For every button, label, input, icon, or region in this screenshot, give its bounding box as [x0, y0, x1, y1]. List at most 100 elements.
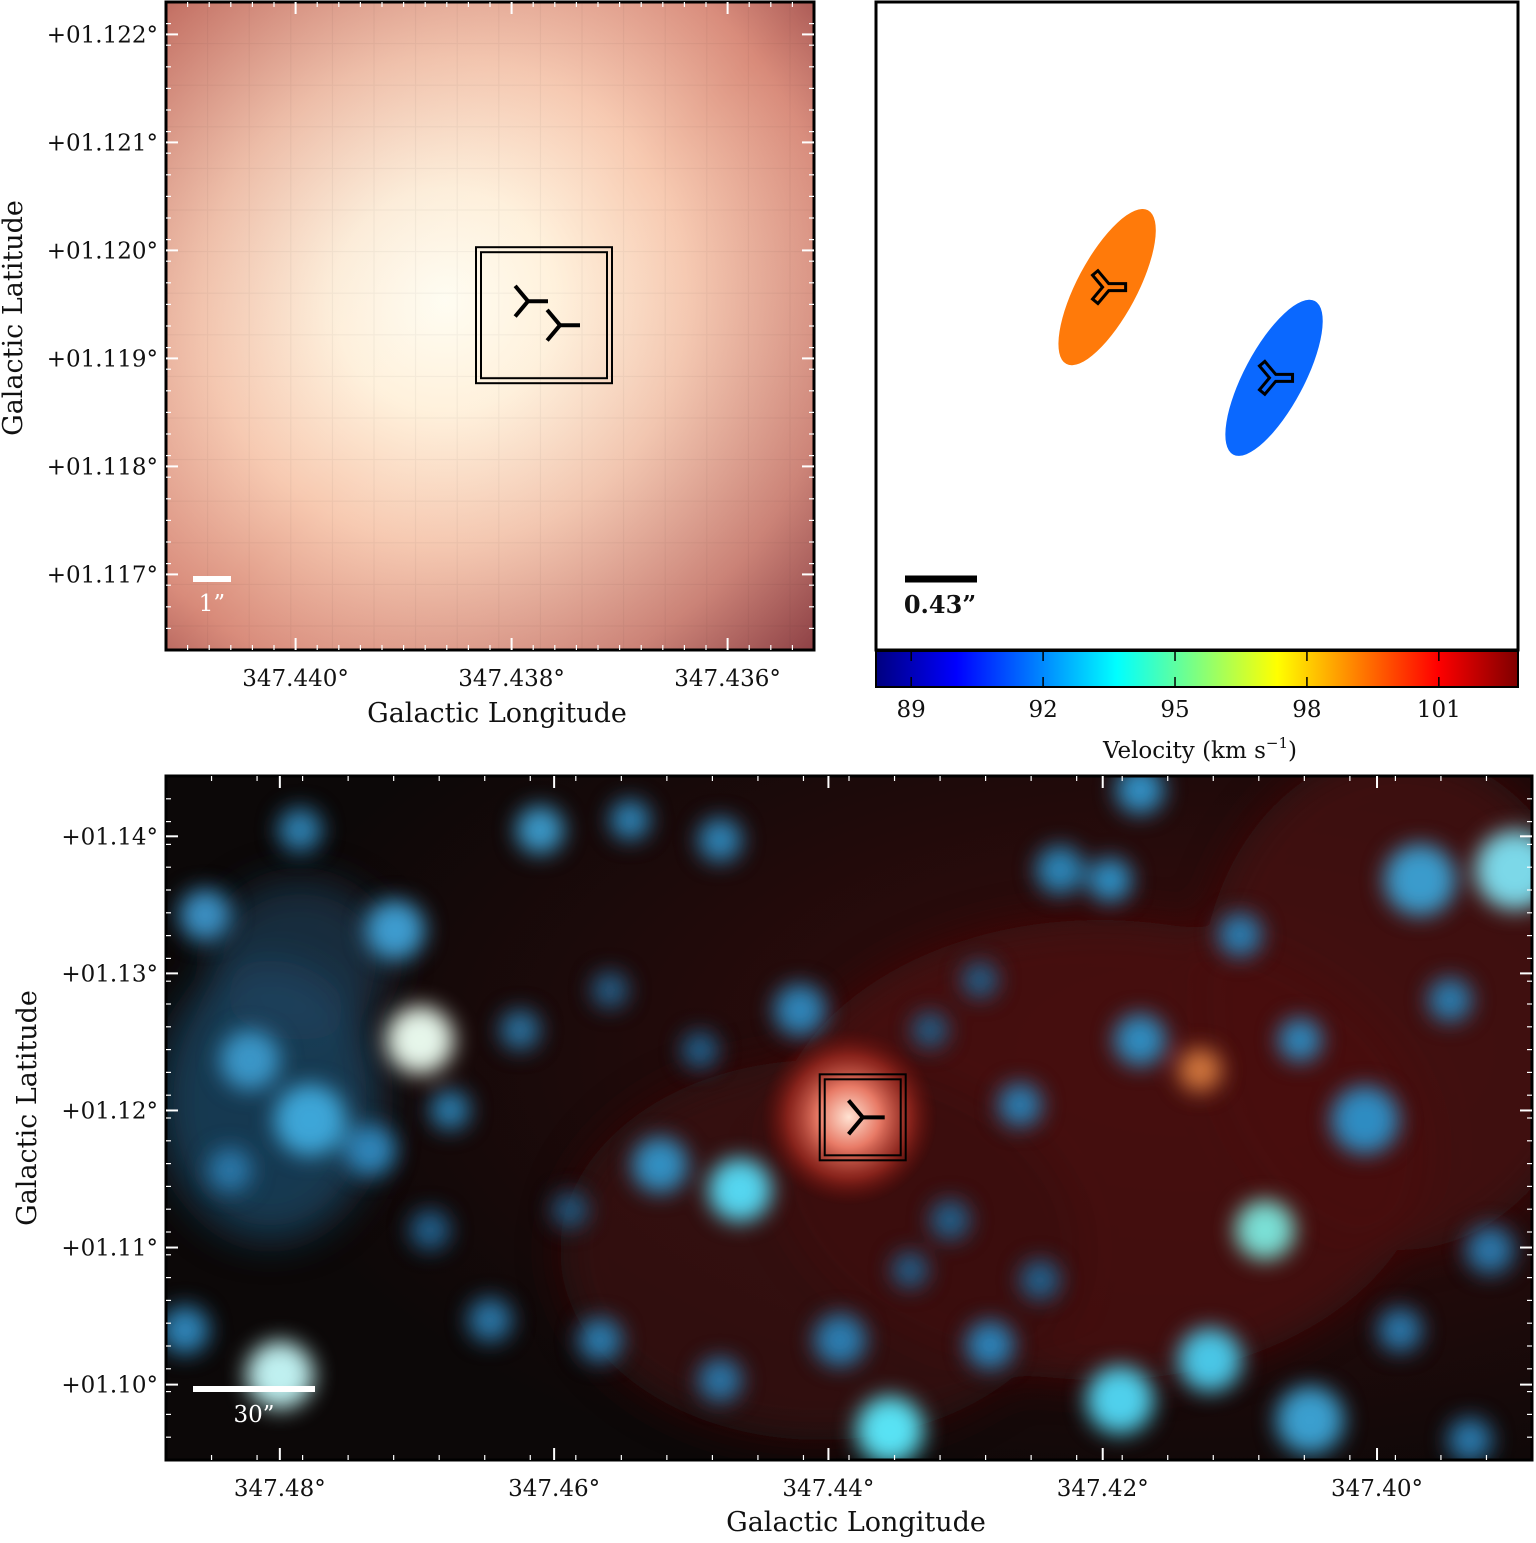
- velocity-colorbar: [875, 650, 1519, 688]
- velocity-marker-star-arm: [1261, 376, 1276, 393]
- tl-marker-star-arm: [513, 299, 530, 318]
- bot-x-tick-label: 347.48°: [234, 1476, 326, 1502]
- tl-y-axis-title: Galactic Latitude: [0, 200, 29, 436]
- star: [962, 962, 998, 998]
- star: [610, 800, 650, 840]
- star: [966, 1321, 1014, 1369]
- star: [632, 1137, 688, 1193]
- star: [410, 1210, 450, 1250]
- bot-y-axis-title: Galactic Latitude: [12, 990, 43, 1226]
- colorbar-tick-label: 92: [1028, 697, 1057, 723]
- star: [1036, 846, 1084, 894]
- tl-x-axis-title: Galactic Longitude: [367, 698, 627, 729]
- tl-marker-box-outer: [475, 246, 613, 385]
- tl-y-tick-label: +01.121°: [47, 130, 158, 156]
- tl-y-ticks: +01.122° +01.121° +01.120° +01.119° +01.118°…: [47, 22, 814, 630]
- bot-x-tick-label: 347.42°: [1057, 1476, 1149, 1502]
- colorbar-tick-label: 95: [1160, 697, 1189, 723]
- red-source-glow: [761, 1029, 937, 1205]
- bot-x-tick-label: 347.44°: [782, 1476, 874, 1502]
- zoom-image-panel: 347.440° 347.438° 347.436° +01.122° +01.121…: [0, 0, 816, 729]
- bot-scale-label: 30”: [233, 1402, 274, 1428]
- star: [344, 1124, 396, 1176]
- tl-x-tick-label: 347.438°: [458, 666, 565, 692]
- bot-marker-box-outer: [818, 1073, 907, 1162]
- bot-x-ticks: 347.48° 347.46° 347.44° 347.42° 347.40°: [210, 776, 1488, 1502]
- bot-x-tick-label: 347.40°: [1331, 1476, 1423, 1502]
- velocity-ellipses: [1058, 209, 1323, 456]
- star: [1276, 1386, 1344, 1454]
- star: [274, 1084, 346, 1156]
- star: [365, 900, 425, 960]
- star: [592, 972, 628, 1008]
- velocity-panel-frame: [874, 0, 1520, 652]
- star: [1448, 1418, 1492, 1460]
- bot-x-tick-label: 347.46°: [508, 1476, 600, 1502]
- tl-y-tick-label: +01.120°: [47, 238, 158, 264]
- star: [1278, 1018, 1322, 1062]
- star: [208, 1148, 252, 1192]
- star: [166, 1306, 209, 1354]
- bot-y-tick-label: +01.12°: [61, 1098, 158, 1124]
- star: [1178, 1048, 1222, 1092]
- star: [1428, 978, 1472, 1022]
- star: [179, 889, 231, 941]
- tl-x-tick-label: 347.440°: [242, 666, 349, 692]
- bot-y-tick-label: +01.11°: [61, 1236, 158, 1262]
- star: [856, 1396, 924, 1460]
- star: [912, 1012, 948, 1048]
- star: [1020, 1260, 1060, 1300]
- star: [1378, 1308, 1422, 1352]
- tl-scale-label: 1”: [199, 591, 225, 617]
- star: [698, 1358, 742, 1402]
- tl-marker-star-arm: [545, 323, 562, 342]
- velocity-marker-star-arm: [1094, 285, 1109, 302]
- zoom-image: [166, 2, 814, 650]
- bot-y-tick-label: +01.10°: [61, 1373, 158, 1399]
- star: [1331, 1086, 1399, 1154]
- stars: [166, 776, 1532, 1460]
- star: [1178, 1328, 1242, 1392]
- colorbar-tick-label: 98: [1292, 697, 1321, 723]
- star: [430, 1090, 470, 1130]
- wide-field-image: [166, 776, 1532, 1460]
- colorbar-label: Velocity (km s−1): [1102, 734, 1297, 764]
- star: [1235, 1200, 1295, 1260]
- star: [1218, 913, 1262, 957]
- star: [468, 1298, 512, 1342]
- star: [998, 1083, 1042, 1127]
- tl-marker-star-arm: [513, 284, 530, 303]
- tl-x-tick-label: 347.436°: [674, 666, 781, 692]
- colorbar-tick-label: 101: [1417, 697, 1461, 723]
- bot-source-marker: [818, 1073, 907, 1162]
- bot-marker-star-arm: [847, 1116, 865, 1136]
- colorbar-ticks: 89 92 95 98 101: [897, 651, 1461, 723]
- tr-scale-label: 0.43”: [904, 590, 976, 619]
- star: [1116, 776, 1164, 814]
- star: [682, 1032, 718, 1068]
- star: [1088, 858, 1132, 902]
- star: [774, 984, 826, 1036]
- velocity-marker-star-arm: [1094, 272, 1109, 289]
- tl-y-tick-label: +01.118°: [47, 454, 158, 480]
- star: [1466, 1226, 1514, 1274]
- star: [1114, 1014, 1166, 1066]
- tl-y-tick-label: +01.119°: [47, 346, 158, 372]
- bot-y-ticks: +01.14° +01.13° +01.12° +01.11° +01.10°: [61, 798, 1532, 1438]
- velocity-marker-icon: [1257, 359, 1295, 397]
- tl-marker-box-inner: [480, 251, 608, 380]
- tl-source-marker: [475, 246, 613, 385]
- bot-y-tick-label: +01.14°: [61, 824, 158, 850]
- tl-y-tick-label: +01.117°: [47, 562, 158, 588]
- star: [892, 1252, 928, 1288]
- star: [708, 1158, 772, 1222]
- tl-y-tick-label: +01.122°: [47, 22, 158, 48]
- star: [220, 1030, 280, 1090]
- star: [386, 1006, 454, 1074]
- bot-marker-star-arm: [847, 1099, 865, 1119]
- star: [278, 808, 322, 852]
- star: [1384, 844, 1456, 916]
- star: [930, 1200, 970, 1240]
- star: [516, 806, 564, 854]
